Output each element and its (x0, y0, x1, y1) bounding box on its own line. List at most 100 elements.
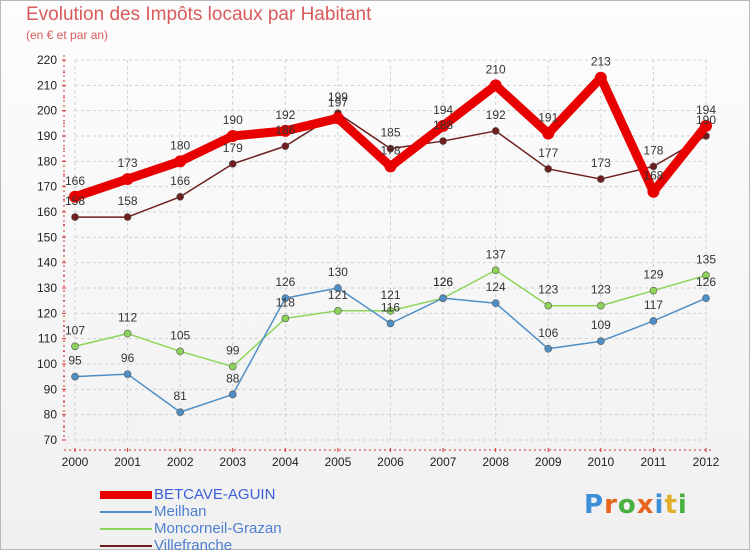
data-point (702, 271, 710, 280)
data-label: 168 (643, 169, 663, 183)
y-tick-label: 170 (37, 180, 57, 194)
data-point (700, 119, 712, 132)
data-point (71, 342, 79, 351)
x-tick-label: 2004 (272, 455, 299, 469)
data-label: 121 (380, 288, 400, 302)
data-point (226, 130, 239, 142)
data-point (491, 266, 500, 275)
y-tick-label: 110 (38, 332, 57, 346)
data-label: 88 (226, 371, 240, 385)
data-point (334, 284, 342, 292)
data-point (386, 319, 395, 328)
x-tick-label: 2012 (693, 455, 720, 469)
data-label: 179 (223, 141, 243, 155)
x-tick-label: 2010 (587, 455, 614, 469)
logo-letter: t (664, 490, 678, 520)
y-tick-label: 120 (37, 306, 57, 320)
data-label: 117 (644, 298, 663, 312)
y-tick-label: 100 (37, 357, 57, 371)
data-label: 106 (538, 326, 558, 340)
data-label: 124 (486, 280, 506, 294)
data-label: 185 (380, 126, 400, 140)
legend-label: BETCAVE-AGUIN (154, 486, 276, 503)
data-point (491, 299, 500, 308)
x-tick-label: 2009 (535, 455, 562, 469)
x-tick-label: 2002 (167, 455, 194, 469)
grid-lines (74, 59, 707, 441)
x-tick-label: 2008 (482, 455, 509, 469)
x-tick-label: 2000 (62, 455, 89, 469)
data-label: 105 (170, 328, 190, 342)
data-point (594, 71, 607, 84)
data-label: 116 (381, 300, 400, 314)
y-tick-label: 80 (44, 408, 58, 422)
logo-letter: o (617, 490, 637, 520)
data-label: 158 (118, 194, 138, 208)
y-tick-label: 70 (44, 433, 58, 447)
data-label: 126 (433, 275, 453, 289)
data-point (281, 314, 290, 323)
axes (62, 55, 714, 452)
data-label: 96 (121, 351, 135, 365)
data-label: 191 (538, 110, 558, 124)
data-label: 194 (696, 103, 716, 117)
data-point (489, 79, 502, 92)
data-point (174, 155, 187, 168)
data-label: 109 (591, 318, 611, 332)
data-label: 177 (538, 146, 558, 160)
data-label: 188 (433, 118, 453, 132)
data-point (491, 127, 500, 135)
data-label: 81 (173, 389, 187, 403)
data-point (649, 286, 658, 295)
data-label: 166 (170, 174, 190, 188)
data-label: 192 (275, 108, 295, 122)
data-label: 99 (226, 344, 240, 358)
data-point (123, 213, 132, 221)
y-tick-label: 200 (37, 104, 57, 118)
y-tick-label: 130 (37, 281, 57, 295)
series-lines (69, 71, 712, 416)
data-label: 158 (65, 194, 85, 208)
y-tick-labels: 70 80 90 100 110 120 130 140 150 160 170 180 190 200 2… (37, 53, 57, 447)
data-label: 118 (276, 295, 295, 309)
data-point (439, 137, 447, 145)
logo-letter: r (604, 490, 618, 520)
data-label: 178 (643, 143, 663, 157)
data-label: 178 (380, 143, 400, 157)
y-tick-label: 180 (37, 154, 57, 168)
data-label: 137 (486, 247, 506, 261)
chart-subtitle: (en € et par an) (26, 28, 109, 42)
data-label: 121 (328, 288, 348, 302)
logo-letter: i (677, 490, 688, 520)
logo-letter: x (636, 490, 655, 520)
y-tick-label: 190 (37, 129, 57, 143)
legend-label: Meilhan (154, 503, 207, 520)
data-point (331, 112, 344, 125)
legend-label: Villefranche (154, 537, 233, 554)
data-point (437, 119, 450, 132)
data-label: 166 (65, 174, 85, 188)
y-tick-label: 150 (37, 230, 57, 244)
x-tick-label: 2007 (430, 455, 457, 469)
data-point (176, 193, 184, 201)
data-point (597, 301, 605, 310)
data-label: 190 (223, 113, 243, 127)
logo-letter: i (654, 490, 665, 520)
data-label: 173 (118, 156, 138, 170)
logo-letter: P (584, 490, 605, 520)
legend-swatch (100, 511, 152, 513)
y-tick-label: 140 (37, 256, 57, 270)
data-point (176, 347, 184, 356)
data-point (281, 294, 290, 302)
data-label: 197 (328, 95, 348, 109)
data-point (334, 306, 342, 315)
data-label: 126 (275, 275, 295, 289)
y-tick-label: 90 (44, 382, 58, 396)
data-label: 135 (696, 252, 716, 266)
data-point (702, 294, 710, 302)
data-point (69, 190, 81, 203)
data-label: 107 (65, 323, 85, 337)
data-labels: 158 1581661791861991851881921771731781901… (65, 55, 716, 403)
data-label: 123 (591, 283, 611, 297)
